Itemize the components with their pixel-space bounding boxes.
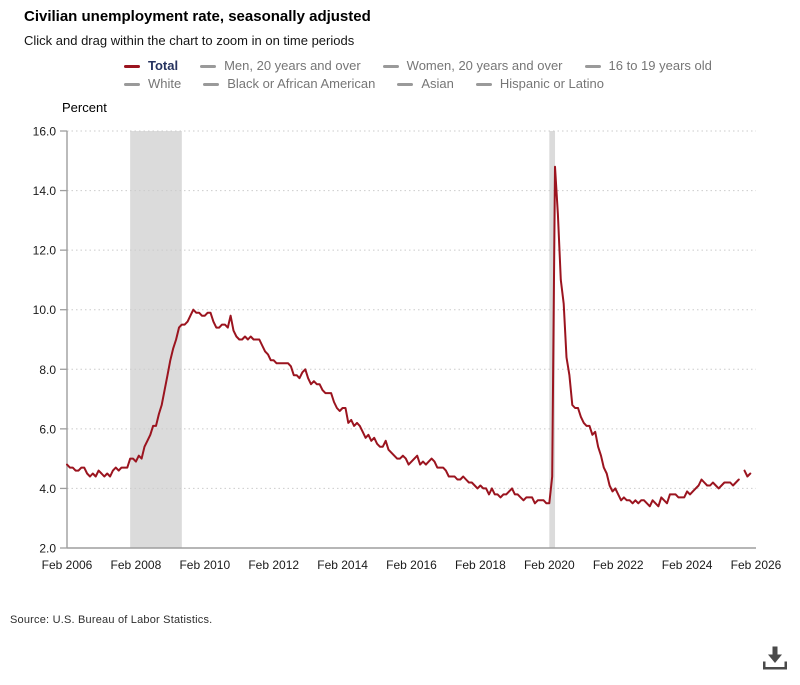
x-tick-label: Feb 2006 — [42, 558, 93, 572]
y-tick-label: 12.0 — [33, 244, 57, 258]
chart-zoom-hint: Click and drag within the chart to zoom … — [24, 33, 355, 48]
legend-line-swatch — [203, 82, 220, 86]
chart-legend: Total Men, 20 years and over Women, 20 yea… — [124, 59, 712, 91]
unemployment-total-line — [66, 165, 752, 508]
page-title: Civilian unemployment rate, seasonally a… — [24, 8, 371, 25]
legend-row: White Black or African American Asian Hispa… — [124, 77, 712, 91]
x-tick-label: Feb 2014 — [317, 558, 368, 572]
y-tick-label: 4.0 — [39, 482, 56, 496]
x-tick-label: Feb 2022 — [593, 558, 644, 572]
y-tick-label: 10.0 — [33, 303, 57, 317]
legend-item-label: Hispanic or Latino — [499, 76, 604, 91]
x-tick-label: Feb 2016 — [386, 558, 437, 572]
legend-item-asian[interactable]: Asian — [397, 77, 454, 91]
recession-band — [130, 131, 182, 548]
legend-item-label: Black or African American — [227, 76, 376, 91]
legend-item-label: Women, 20 years and over — [406, 58, 563, 73]
legend-line-swatch — [382, 64, 399, 68]
legend-line-swatch — [124, 82, 140, 86]
download-icon — [763, 646, 787, 670]
x-tick-label: Feb 2020 — [524, 558, 575, 572]
y-tick-label: 6.0 — [39, 422, 56, 436]
legend-item-hispanic-or-latino[interactable]: Hispanic or Latino — [475, 76, 604, 91]
legend-item-white[interactable]: White — [124, 77, 181, 91]
legend-line-swatch — [200, 64, 217, 68]
legend-line-swatch — [584, 64, 601, 68]
legend-line-swatch — [475, 82, 492, 86]
x-tick-label: Feb 2008 — [111, 558, 162, 572]
legend-line-swatch — [397, 82, 414, 86]
legend-item-women-20-years-and-over[interactable]: Women, 20 years and over — [382, 58, 563, 73]
x-tick-label: Feb 2018 — [455, 558, 506, 572]
legend-item-16-to-19-years-old[interactable]: 16 to 19 years old — [584, 58, 712, 73]
y-tick-label: 16.0 — [33, 125, 57, 139]
legend-item-label: 16 to 19 years old — [608, 58, 712, 73]
source-note: Source: U.S. Bureau of Labor Statistics. — [10, 614, 213, 626]
legend-item-label: Total — [148, 58, 179, 73]
legend-item-label: White — [148, 76, 182, 91]
legend-row: Total Men, 20 years and over Women, 20 yea… — [124, 59, 712, 73]
legend-item-black-or-african-american[interactable]: Black or African American — [203, 77, 375, 91]
legend-item-label: Men, 20 years and over — [224, 58, 361, 73]
x-tick-label: Feb 2012 — [248, 558, 299, 572]
legend-line-swatch — [124, 64, 140, 68]
y-tick-label: 2.0 — [39, 542, 56, 556]
y-tick-label: 8.0 — [39, 363, 56, 377]
legend-item-men-20-years-and-over[interactable]: Men, 20 years and over — [200, 59, 361, 73]
y-tick-label: 14.0 — [33, 184, 57, 198]
legend-item-total[interactable]: Total — [124, 59, 178, 73]
download-button[interactable] — [757, 643, 793, 677]
x-tick-label: Feb 2024 — [662, 558, 713, 572]
x-tick-label: Feb 2010 — [179, 558, 230, 572]
x-tick-label: Feb 2026 — [731, 558, 782, 572]
legend-item-label: Asian — [421, 76, 454, 91]
y-axis-unit-label: Percent — [62, 100, 107, 115]
recession-band — [549, 131, 556, 548]
